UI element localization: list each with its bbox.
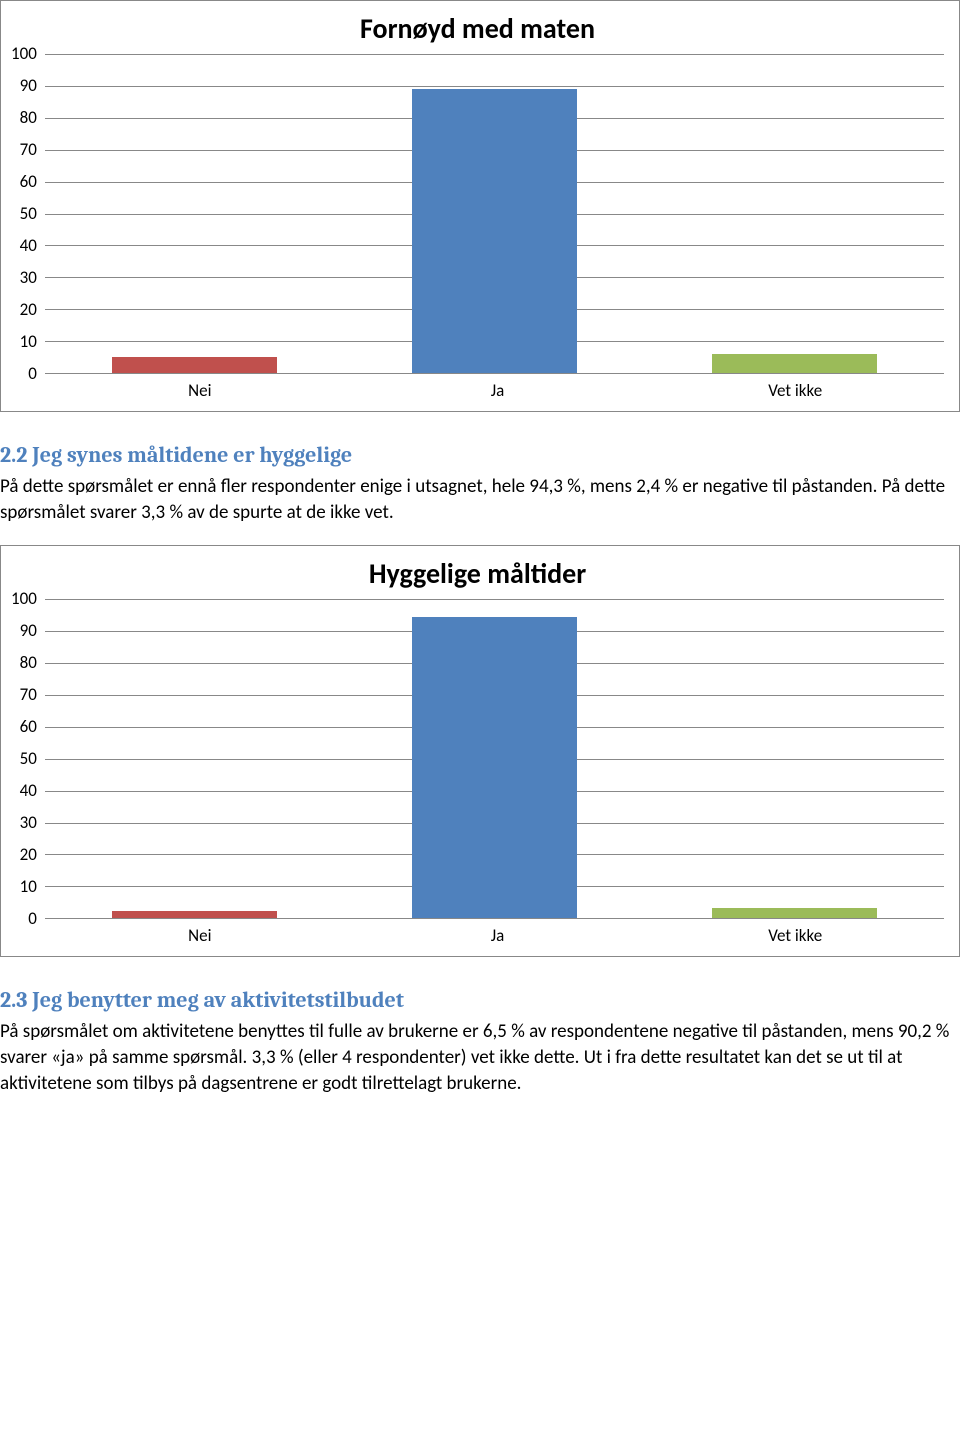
x-tick: Ja — [349, 925, 647, 946]
chart2-title: Hyggelige måltider — [11, 556, 944, 591]
chart1-title: Fornøyd med maten — [11, 11, 944, 46]
chart-fornoyd-med-maten: Fornøyd med maten 100 90 80 70 60 50 40 … — [0, 0, 960, 412]
chart2-y-axis: 100 90 80 70 60 50 40 30 20 10 0 — [11, 599, 45, 919]
bar-slot — [345, 54, 645, 373]
chart1-x-axis: Nei Ja Vet ikke — [51, 380, 944, 401]
bar-slot — [644, 54, 944, 373]
bar-slot — [644, 599, 944, 918]
chart1-y-axis: 100 90 80 70 60 50 40 30 20 10 0 — [11, 54, 45, 374]
section2-heading: 2.3 Jeg benytter meg av aktivitetstilbud… — [0, 987, 960, 1013]
x-tick: Vet ikke — [646, 925, 944, 946]
bar-ja — [412, 89, 577, 373]
chart2-bars — [45, 599, 944, 918]
chart-hyggelige-maltider: Hyggelige måltider 100 90 80 70 60 50 40… — [0, 545, 960, 957]
chart2-body: 100 90 80 70 60 50 40 30 20 10 0 — [11, 599, 944, 919]
bar-slot — [45, 599, 345, 918]
section1-heading: 2.2 Jeg synes måltidene er hyggelige — [0, 442, 960, 468]
bar-nei — [112, 911, 277, 919]
bar-nei — [112, 357, 277, 373]
section1-body: På dette spørsmålet er ennå fler respond… — [0, 474, 960, 525]
bar-vet-ikke — [712, 908, 877, 919]
x-tick: Vet ikke — [646, 380, 944, 401]
chart1-bars — [45, 54, 944, 373]
chart2-x-axis: Nei Ja Vet ikke — [51, 925, 944, 946]
bar-slot — [45, 54, 345, 373]
bar-slot — [345, 599, 645, 918]
chart1-plot-area — [45, 54, 944, 374]
chart1-body: 100 90 80 70 60 50 40 30 20 10 0 — [11, 54, 944, 374]
x-tick: Nei — [51, 380, 349, 401]
section2-body: På spørsmålet om aktivitetene benyttes t… — [0, 1019, 960, 1096]
x-tick: Ja — [349, 380, 647, 401]
bar-ja — [412, 617, 577, 918]
x-tick: Nei — [51, 925, 349, 946]
bar-vet-ikke — [712, 354, 877, 373]
chart2-plot-area — [45, 599, 944, 919]
